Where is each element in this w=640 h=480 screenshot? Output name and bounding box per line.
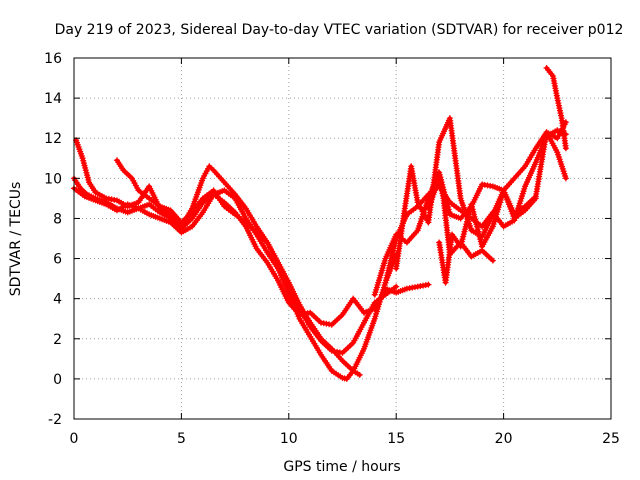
chart-title: Day 219 of 2023, Sidereal Day-to-day VTE… xyxy=(55,22,624,38)
y-tick-label: 10 xyxy=(44,171,62,187)
plot-frame xyxy=(73,57,612,420)
series-markers xyxy=(436,187,539,286)
axis-ticks xyxy=(73,57,612,420)
data-point-marker xyxy=(562,175,569,182)
data-series-track-10 xyxy=(543,65,569,152)
y-tick-label: 0 xyxy=(53,372,62,388)
y-axis-label: SDTVAR / TECUs xyxy=(8,182,24,297)
data-point-marker xyxy=(562,145,569,152)
y-tick-label: 14 xyxy=(44,91,62,107)
data-point-marker xyxy=(425,281,432,288)
data-point-marker xyxy=(532,195,539,202)
x-tick-label: 10 xyxy=(280,431,298,447)
y-tick-label: 6 xyxy=(53,252,62,268)
series-markers xyxy=(543,65,569,152)
data-series-track-3 xyxy=(113,157,400,356)
y-tick-label: 2 xyxy=(53,332,62,348)
y-tick-label: -2 xyxy=(48,412,62,428)
y-tick-label: 4 xyxy=(53,292,62,308)
x-tick-label: 25 xyxy=(602,431,620,447)
y-tick-label: 8 xyxy=(53,211,62,227)
series-markers xyxy=(71,185,432,328)
data-series-track-9 xyxy=(436,187,539,286)
x-tick-label: 15 xyxy=(387,431,405,447)
y-tick-label: 12 xyxy=(44,131,62,147)
y-tick-label: 16 xyxy=(44,51,62,67)
x-tick-labels: 0 5 10 15 20 25 xyxy=(70,431,620,447)
data-point-marker xyxy=(489,257,496,264)
x-tick-label: 0 xyxy=(70,431,79,447)
y-tick-labels: -2 0 2 4 6 8 10 12 14 16 xyxy=(44,51,62,428)
x-tick-label: 5 xyxy=(177,431,186,447)
data-point-marker xyxy=(393,283,400,290)
data-series-group xyxy=(71,65,569,382)
data-series-track-4 xyxy=(71,185,432,328)
data-point-marker xyxy=(356,371,363,378)
data-series-track-8 xyxy=(425,175,496,264)
x-axis-label: GPS time / hours xyxy=(283,459,400,475)
x-tick-label: 20 xyxy=(495,431,513,447)
